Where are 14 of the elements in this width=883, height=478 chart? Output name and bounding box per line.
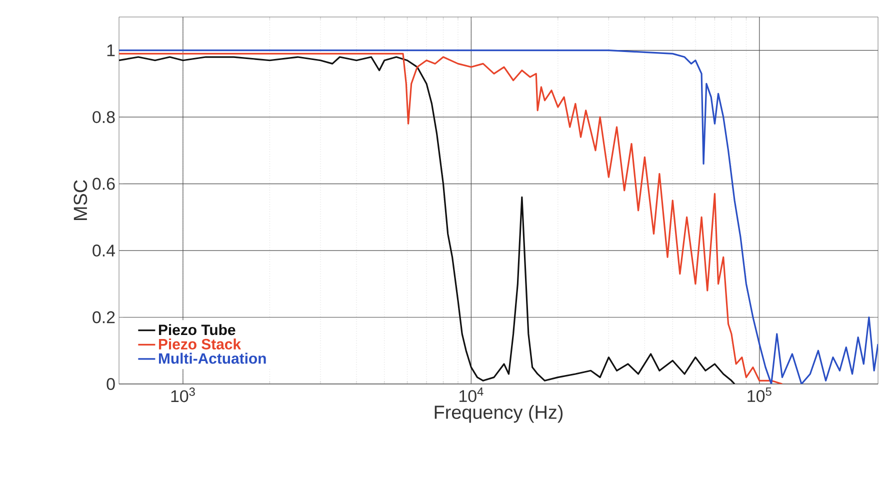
legend-label: Multi-Actuation — [158, 352, 266, 364]
legend-label: Piezo Stack — [158, 338, 242, 350]
y-tick-label: 0.6 — [92, 178, 115, 190]
x-tick-label: 10$^{5}$ — [748, 388, 772, 402]
y-tick-label: 0.8 — [92, 111, 115, 124]
x-tick-label: 10$^{3}$ — [171, 388, 195, 402]
y-tick-label: 0.2 — [92, 311, 115, 324]
y-tick-label: 0 — [106, 378, 115, 390]
x-tick-label: 10$^{4}$ — [460, 388, 484, 402]
x-axis-title: Frequency (Hz) — [434, 405, 563, 423]
y-axis-title: MSC — [74, 180, 88, 220]
y-tick-label: 1 — [107, 44, 115, 56]
y-tick-label: 0.4 — [92, 244, 116, 257]
legend-label: Piezo Tube — [158, 324, 236, 336]
